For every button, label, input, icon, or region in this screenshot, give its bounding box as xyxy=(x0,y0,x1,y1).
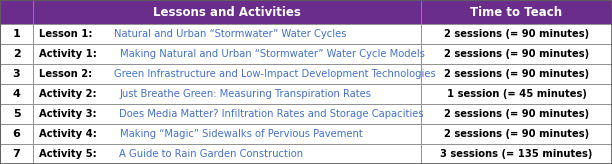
Text: Making “Magic” Sidewalks of Pervious Pavement: Making “Magic” Sidewalks of Pervious Pav… xyxy=(119,129,362,139)
Text: 2 sessions (= 90 minutes): 2 sessions (= 90 minutes) xyxy=(444,109,589,119)
Text: 7: 7 xyxy=(13,149,20,159)
Bar xyxy=(33,44,421,64)
Bar xyxy=(0,44,33,64)
Bar xyxy=(0,124,33,144)
Text: Time to Teach: Time to Teach xyxy=(471,6,562,19)
Bar xyxy=(421,124,612,144)
Text: 6: 6 xyxy=(13,129,20,139)
Text: 2 sessions (= 90 minutes): 2 sessions (= 90 minutes) xyxy=(444,29,589,39)
Text: 2 sessions (= 90 minutes): 2 sessions (= 90 minutes) xyxy=(444,129,589,139)
Text: 3 sessions (= 135 minutes): 3 sessions (= 135 minutes) xyxy=(441,149,592,159)
Bar xyxy=(33,64,421,84)
Bar xyxy=(33,104,421,124)
Text: 4: 4 xyxy=(13,89,20,99)
Bar xyxy=(33,24,421,44)
Text: 1 session (= 45 minutes): 1 session (= 45 minutes) xyxy=(447,89,586,99)
Bar xyxy=(0,104,33,124)
Bar xyxy=(33,84,421,104)
Text: Activity 3:: Activity 3: xyxy=(39,109,100,119)
Text: 2 sessions (= 90 minutes): 2 sessions (= 90 minutes) xyxy=(444,49,589,59)
Text: Does Media Matter? Infiltration Rates and Storage Capacities: Does Media Matter? Infiltration Rates an… xyxy=(119,109,424,119)
Bar xyxy=(0,84,33,104)
Bar xyxy=(0,64,33,84)
Text: Activity 4:: Activity 4: xyxy=(39,129,100,139)
Bar xyxy=(421,44,612,64)
Text: A Guide to Rain Garden Construction: A Guide to Rain Garden Construction xyxy=(119,149,304,159)
Text: 5: 5 xyxy=(13,109,20,119)
Bar xyxy=(421,104,612,124)
Text: Natural and Urban “Stormwater” Water Cycles: Natural and Urban “Stormwater” Water Cyc… xyxy=(114,29,346,39)
Text: Lesson 1:: Lesson 1: xyxy=(39,29,96,39)
Bar xyxy=(33,144,421,164)
Bar xyxy=(421,64,612,84)
Text: Just Breathe Green: Measuring Transpiration Rates: Just Breathe Green: Measuring Transpirat… xyxy=(119,89,371,99)
Text: Activity 2:: Activity 2: xyxy=(39,89,100,99)
Text: 2 sessions (= 90 minutes): 2 sessions (= 90 minutes) xyxy=(444,69,589,79)
Text: Lesson 2:: Lesson 2: xyxy=(39,69,96,79)
Text: Activity 1:: Activity 1: xyxy=(39,49,100,59)
Text: Green Infrastructure and Low-Impact Development Technologies: Green Infrastructure and Low-Impact Deve… xyxy=(114,69,435,79)
Text: 1: 1 xyxy=(13,29,20,39)
Text: 3: 3 xyxy=(13,69,20,79)
Text: Activity 5:: Activity 5: xyxy=(39,149,100,159)
Bar xyxy=(421,144,612,164)
Bar xyxy=(421,24,612,44)
Bar xyxy=(0,144,33,164)
Bar xyxy=(33,124,421,144)
Bar xyxy=(421,0,612,24)
Text: Lessons and Activities: Lessons and Activities xyxy=(153,6,301,19)
Bar xyxy=(421,84,612,104)
Bar xyxy=(0,0,33,24)
Bar xyxy=(0,24,33,44)
Text: Making Natural and Urban “Stormwater” Water Cycle Models: Making Natural and Urban “Stormwater” Wa… xyxy=(119,49,425,59)
Bar xyxy=(33,0,421,24)
Text: 2: 2 xyxy=(13,49,20,59)
